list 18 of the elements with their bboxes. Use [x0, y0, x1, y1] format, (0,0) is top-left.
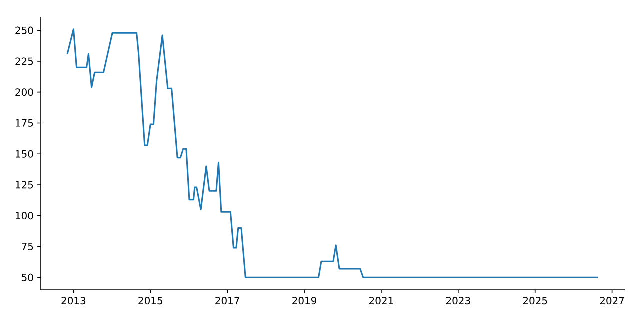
y-tick-label: 75: [22, 243, 34, 250]
y-tick-label: 100: [16, 212, 34, 220]
x-tick-label: 2017: [216, 297, 240, 305]
y-tick-label: 200: [16, 88, 34, 96]
x-tick-label: 2021: [370, 297, 394, 305]
y-tick-label: 50: [22, 274, 34, 282]
x-tick-label: 2015: [138, 297, 162, 305]
y-tick-label: 250: [16, 26, 34, 34]
line-series: [66, 28, 600, 278]
x-tick-label: 2019: [292, 297, 317, 305]
y-tick-label: 225: [16, 58, 34, 66]
y-tick-label: 125: [16, 181, 34, 189]
x-tick-label: 2013: [62, 297, 86, 305]
x-tick-label: 2027: [600, 297, 624, 305]
x-tick-label: 2025: [523, 297, 548, 305]
x-tick-label: 2023: [446, 297, 470, 305]
y-tick-label: 175: [16, 120, 34, 127]
y-tick-label: 150: [16, 150, 34, 158]
